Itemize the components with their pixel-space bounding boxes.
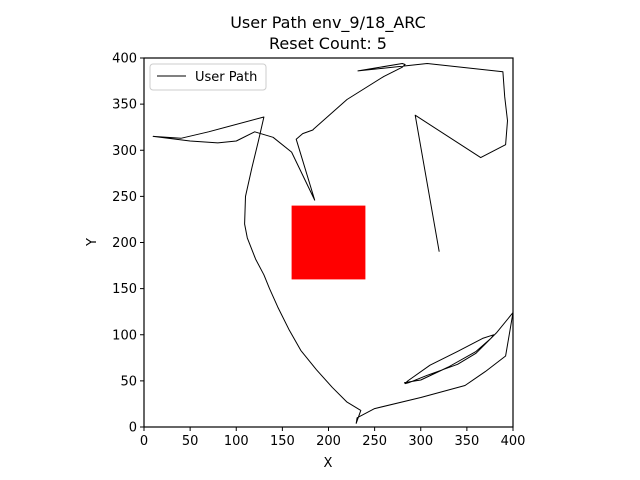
- y-tick-label: 50: [120, 374, 137, 389]
- y-tick-label: 150: [112, 282, 137, 297]
- y-tick-label: 400: [112, 52, 137, 67]
- x-tick-label: 150: [270, 434, 295, 449]
- x-tick-label: 250: [362, 434, 387, 449]
- plot-area: [152, 63, 514, 424]
- y-tick-label: 100: [112, 328, 137, 343]
- x-tick-label: 100: [224, 434, 249, 449]
- x-tick-label: 350: [454, 434, 479, 449]
- y-tick-label: 250: [112, 190, 137, 205]
- legend-box: [149, 63, 267, 91]
- y-axis-label: Y: [85, 238, 100, 247]
- y-tick-label: 300: [112, 144, 137, 159]
- y-tick-label: 350: [112, 98, 137, 113]
- legend-entry-user-path: User Path: [195, 70, 257, 85]
- x-tick-label: 300: [408, 434, 433, 449]
- obstacle-square: [291, 205, 366, 280]
- x-tick-label: 400: [501, 434, 526, 449]
- y-tick-label: 0: [129, 421, 137, 436]
- legend: User Path: [149, 63, 267, 91]
- x-tick-label: 50: [182, 434, 199, 449]
- x-tick-label: 200: [316, 434, 341, 449]
- y-axis-ticks: 0 50 100 150 200 250 300 350 400: [112, 52, 144, 436]
- x-axis-ticks: 0 50 100 150 200 250 300 350 400: [140, 427, 526, 449]
- x-axis-label: X: [324, 456, 333, 471]
- y-tick-label: 200: [112, 236, 137, 251]
- x-tick-label: 0: [140, 434, 148, 449]
- series-line-user-path: [152, 63, 514, 424]
- chart-subtitle: Reset Count: 5: [269, 34, 387, 53]
- chart-title: User Path env_9/18_ARC: [230, 13, 426, 33]
